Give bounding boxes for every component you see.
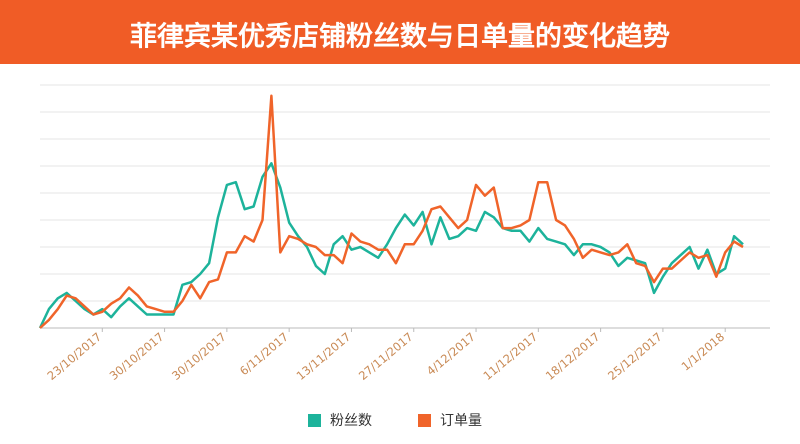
x-tick-label: 30/10/2017: [107, 330, 167, 383]
x-tick-label: 4/12/2017: [424, 330, 478, 379]
x-tick-label: 13/11/2017: [294, 330, 354, 383]
x-tick-label: 25/12/2017: [605, 330, 665, 383]
x-tick-label: 27/11/2017: [356, 330, 416, 383]
legend-swatch: [308, 414, 321, 427]
series-line: [39, 94, 744, 329]
series-line: [38, 162, 744, 329]
legend-label: 订单量: [440, 413, 482, 429]
chart-title: 菲律宾某优秀店铺粉丝数与日单量的变化趋势: [130, 21, 670, 53]
x-tick-label: 11/12/2017: [480, 330, 540, 383]
header-band: [0, 0, 800, 64]
x-tick-label: 6/11/2017: [237, 330, 291, 379]
x-tick-label: 30/10/2017: [169, 330, 229, 383]
x-tick-label: 1/1/2018: [679, 330, 728, 374]
x-tick-label: 18/12/2017: [543, 330, 603, 383]
legend-swatch: [418, 414, 431, 427]
legend-label: 粉丝数: [330, 413, 372, 429]
x-tick-label: 23/10/2017: [44, 330, 104, 383]
